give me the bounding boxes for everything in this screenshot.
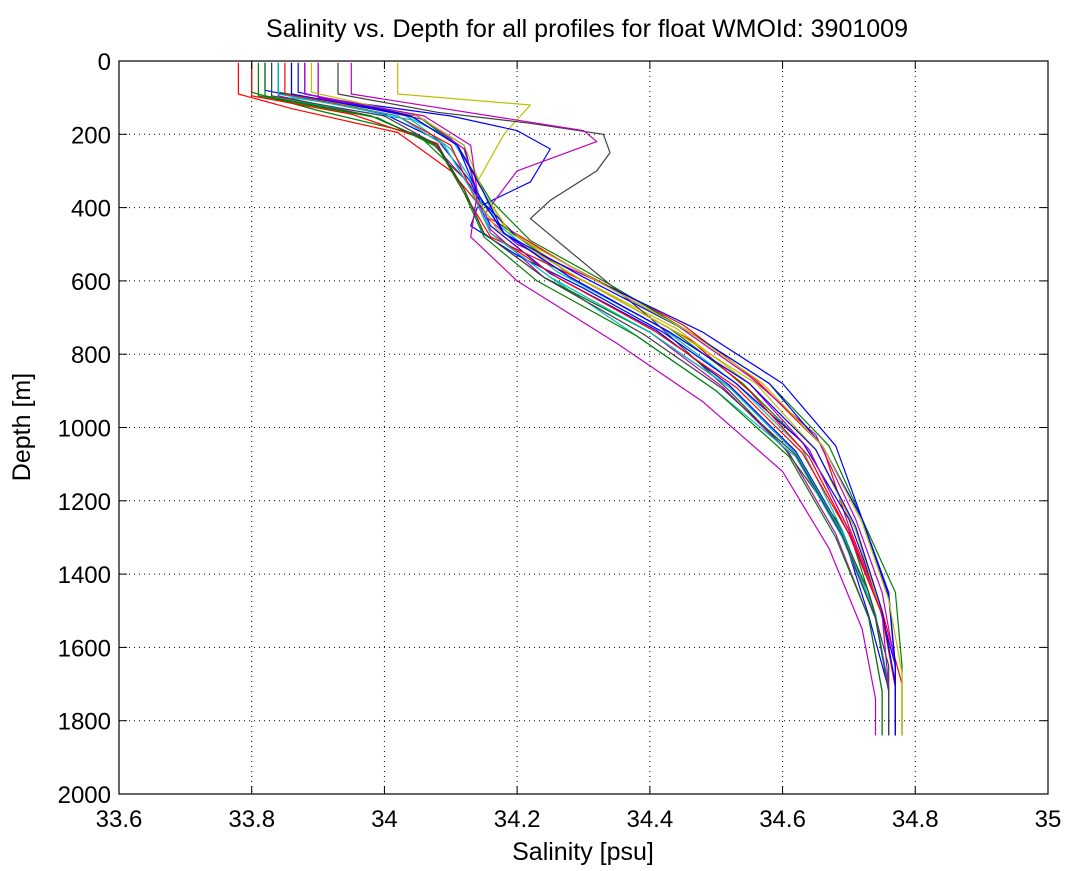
x-tick-label: 34.6 [759, 806, 806, 833]
x-axis-label: Salinity [psu] [512, 838, 654, 866]
y-tick-label: 1000 [58, 416, 111, 443]
profile-line-3 [264, 62, 890, 736]
plot-area [119, 61, 1048, 794]
x-tick-label: 34 [371, 806, 398, 833]
y-tick-label: 800 [71, 342, 111, 369]
y-tick-label: 400 [71, 196, 111, 223]
y-tick-label: 1800 [58, 709, 111, 736]
profile-line-24 [290, 62, 897, 736]
profile-line-22 [271, 62, 890, 736]
y-axis-label: Depth [m] [8, 373, 36, 481]
grid [119, 61, 1048, 794]
profile-line-19 [257, 62, 883, 736]
y-tick-label: 1200 [58, 489, 111, 516]
chart-title: Salinity vs. Depth for all profiles for … [266, 15, 908, 43]
profile-line-23 [304, 62, 877, 736]
profile-line-20 [310, 62, 903, 736]
series-group [237, 62, 903, 736]
y-tick-label: 600 [71, 269, 111, 296]
profile-line-5 [290, 62, 890, 736]
x-tick-label: 35 [1035, 806, 1062, 833]
x-tick-label: 34.4 [626, 806, 673, 833]
y-tick-label: 1600 [58, 635, 111, 662]
y-tick-label: 1400 [58, 562, 111, 589]
x-tick-label: 33.8 [228, 806, 275, 833]
y-tick-label: 2000 [58, 782, 111, 809]
x-tick-label: 34.2 [494, 806, 541, 833]
x-tick-label: 33.6 [96, 806, 143, 833]
y-tick-label: 200 [71, 122, 111, 149]
y-tick-label: 0 [98, 49, 111, 76]
profile-line-8 [317, 62, 897, 736]
axis-ticks: 33.6 33.8 34 34.2 34.4 34.6 34.8 35 0 200 400 600 80… [58, 49, 1062, 833]
x-tick-label: 34.8 [892, 806, 939, 833]
